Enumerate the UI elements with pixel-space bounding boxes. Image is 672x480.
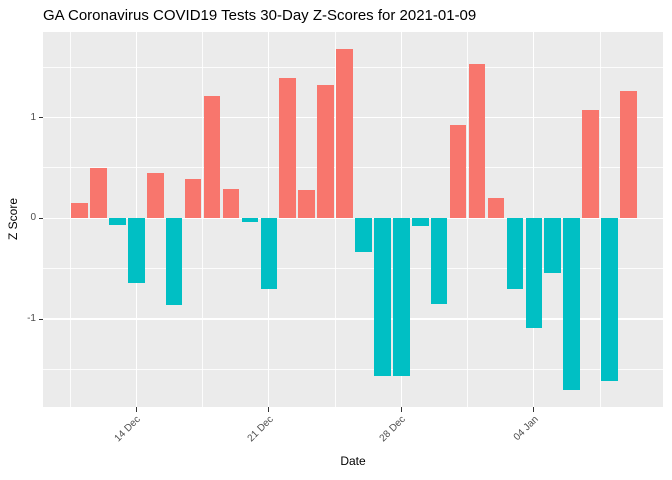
bar-positive: [146, 172, 164, 219]
x-axis-title: Date: [340, 454, 366, 468]
plot-panel: [43, 32, 663, 407]
bar-positive: [279, 78, 297, 219]
bar-positive: [203, 96, 221, 219]
bar-positive: [487, 198, 505, 219]
bar-negative: [563, 218, 580, 390]
y-major-gridline: [43, 318, 663, 320]
x-tick-mark: [400, 407, 402, 412]
x-minor-gridline: [202, 32, 203, 407]
bar-positive: [298, 190, 315, 219]
bar-positive: [317, 85, 334, 219]
x-minor-gridline: [69, 32, 71, 407]
bar-negative: [601, 218, 618, 382]
y-minor-gridline: [43, 268, 663, 270]
x-tick-mark: [135, 407, 137, 412]
y-major-gridline: [43, 116, 663, 119]
bar-positive: [90, 167, 107, 219]
bar-negative: [430, 218, 448, 304]
y-tick-label: 1: [30, 111, 36, 123]
bar-positive: [222, 189, 240, 219]
y-minor-gridline: [43, 368, 663, 370]
bar-negative: [544, 218, 562, 273]
bar-negative: [506, 218, 524, 289]
y-minor-gridline: [43, 66, 663, 68]
x-tick-label: 14 Dec: [112, 414, 144, 445]
y-tick-label: -1: [27, 313, 36, 325]
bar-negative: [260, 218, 278, 289]
y-tick-label: 0: [30, 212, 36, 224]
y-minor-gridline: [43, 167, 663, 169]
bar-negative: [355, 218, 372, 252]
bar-positive: [336, 49, 353, 219]
y-tick-mark: [38, 117, 43, 119]
bar-positive: [468, 64, 486, 219]
bar-positive: [71, 203, 88, 219]
bar-negative: [241, 218, 259, 223]
y-tick-mark: [38, 217, 43, 219]
x-tick-mark: [268, 407, 270, 412]
bar-positive: [620, 91, 637, 219]
bar-negative: [411, 218, 429, 227]
bar-negative: [109, 218, 126, 226]
bar-positive: [449, 124, 467, 219]
x-tick-mark: [533, 407, 535, 412]
bar-negative: [525, 218, 543, 329]
bar-negative: [374, 218, 391, 377]
bar-positive: [184, 179, 202, 219]
bar-negative: [127, 218, 145, 283]
x-minor-gridline: [467, 32, 468, 407]
bar-negative: [165, 218, 183, 305]
y-tick-mark: [38, 318, 43, 320]
x-minor-gridline: [599, 32, 601, 407]
bar-negative: [393, 218, 410, 377]
y-major-gridline: [43, 217, 663, 219]
bar-positive: [582, 109, 599, 219]
x-minor-gridline: [334, 32, 336, 407]
chart-title: GA Coronavirus COVID19 Tests 30-Day Z-Sc…: [43, 7, 477, 24]
